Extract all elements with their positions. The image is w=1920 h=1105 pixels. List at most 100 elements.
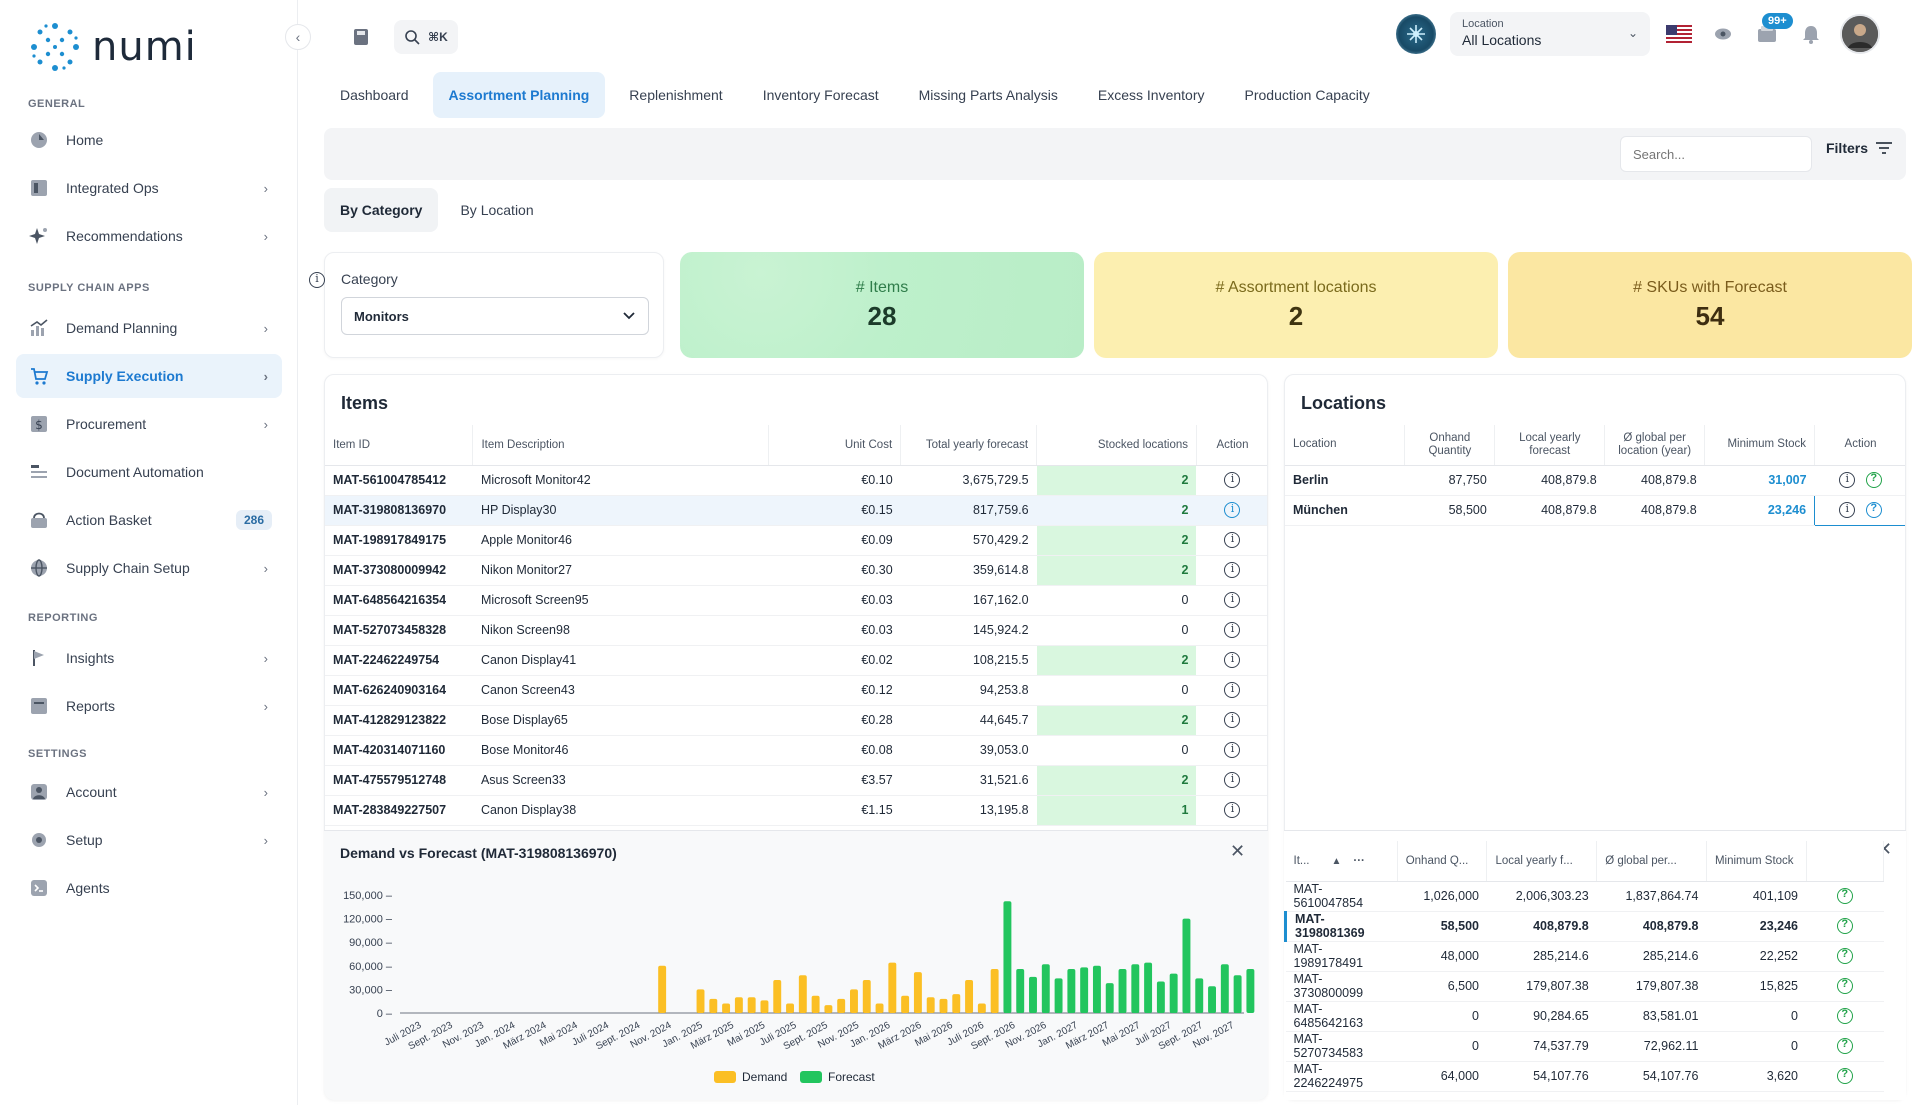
forecast-bar[interactable] [1092,965,1101,1013]
tab-dashboard[interactable]: Dashboard [340,87,409,103]
demand-bar[interactable] [824,1005,833,1013]
location-select[interactable]: Location All Locations ⌄ [1450,12,1650,56]
info-icon[interactable] [1224,472,1241,488]
demand-bar[interactable] [850,989,858,1013]
sidebar-item-action-basket[interactable]: Action Basket 286 [16,498,282,542]
filters-button[interactable]: Filters [1826,140,1892,156]
sidebar-item-supply-chain-setup[interactable]: Supply Chain Setup › [16,546,282,590]
sidebar-item-reports[interactable]: Reports › [16,684,282,728]
table-row[interactable]: MAT-319808136970 HP Display30 €0.15 817,759… [325,495,1267,526]
sidebar-item-document-automation[interactable]: Document Automation [16,450,282,494]
search-input[interactable] [1620,136,1812,172]
table-row[interactable]: MAT-5270734583 0 74,537.79 72,962.11 0 [1285,1031,1884,1062]
close-chart-button[interactable]: ✕ [1230,841,1246,861]
sidebar-item-supply-execution[interactable]: Supply Execution › [16,354,282,398]
demand-bar[interactable] [786,1003,794,1013]
table-row[interactable]: MAT-412829123822 Bose Display65 €0.28 44,64… [325,705,1267,736]
tab-excess-inventory[interactable]: Excess Inventory [1097,87,1205,103]
avatar[interactable] [1840,14,1880,54]
tab-production-capacity[interactable]: Production Capacity [1244,87,1370,103]
sidebar-item-insights[interactable]: Insights › [16,636,282,680]
demand-bar[interactable] [990,968,999,1013]
forecast-bar[interactable] [1016,968,1025,1013]
column-header[interactable]: Item ID [325,425,474,466]
column-header[interactable]: Onhand Q... [1397,841,1488,882]
subtab-by-category[interactable]: By Category [324,188,439,232]
tab-inventory-forecast[interactable]: Inventory Forecast [762,87,879,103]
info-icon[interactable] [1839,472,1856,488]
forecast-bar[interactable] [1054,978,1063,1013]
legend-label[interactable]: Demand [742,1070,787,1084]
info-icon[interactable] [1224,622,1241,638]
forecast-bar[interactable] [1246,968,1255,1013]
forecast-bar[interactable] [1195,978,1204,1013]
table-row[interactable]: MAT-420314071160 Bose Monitor46 €0.08 39,05… [325,735,1267,766]
sidebar-item-recommendations[interactable]: Recommendations › [16,214,282,258]
column-header[interactable]: Action [1196,425,1267,466]
info-icon[interactable] [1224,532,1241,548]
help-icon[interactable] [1836,918,1853,934]
column-header[interactable]: Location [1285,425,1406,466]
legend-label[interactable]: Forecast [828,1070,875,1084]
sidebar-collapse-button[interactable]: ‹ [285,24,311,50]
tab-replenishment[interactable]: Replenishment [629,87,723,103]
demand-bar[interactable] [773,979,782,1013]
table-row[interactable]: Berlin 87,750 408,879.8 408,879.8 31,007 [1285,465,1905,496]
info-icon[interactable] [1224,742,1241,758]
info-icon[interactable] [1224,802,1241,818]
table-row[interactable]: MAT-1989178491 48,000 285,214.6 285,214.6 22… [1285,941,1884,972]
demand-bar[interactable] [837,998,846,1013]
sidebar-item-demand-planning[interactable]: Demand Planning › [16,306,282,350]
demand-bar[interactable] [926,997,935,1013]
forecast-bar[interactable] [1041,964,1050,1013]
language-button[interactable] [1664,19,1694,49]
info-icon[interactable] [1839,502,1856,518]
forecast-bar[interactable] [1233,975,1242,1013]
forecast-bar[interactable] [1080,967,1089,1013]
forecast-bar[interactable] [1169,973,1178,1013]
info-icon[interactable] [1224,502,1241,518]
info-icon[interactable] [1224,652,1241,668]
help-icon[interactable] [1836,888,1853,904]
help-icon[interactable] [1836,1068,1853,1084]
demand-bar[interactable] [913,972,922,1013]
forecast-bar[interactable] [1118,968,1127,1013]
visibility-button[interactable] [1708,19,1738,49]
table-row[interactable]: MAT-561004785412 Microsoft Monitor42 €0.10… [325,465,1267,496]
forecast-bar[interactable] [1220,964,1229,1013]
table-row[interactable]: MAT-283849227507 Canon Display38 €1.15 13,1… [325,795,1267,826]
column-header[interactable]: Minimum Stock [1704,425,1816,466]
column-header[interactable]: Ø global per location (year) [1604,425,1706,466]
info-icon[interactable] [1224,562,1241,578]
demand-bar[interactable] [709,998,718,1013]
info-icon[interactable] [1224,682,1241,698]
demand-bar[interactable] [811,995,820,1013]
help-icon[interactable] [1865,472,1882,488]
command-search-button[interactable]: ⌘K [394,20,458,54]
tab-assortment-planning[interactable]: Assortment Planning [432,72,606,118]
ai-assistant-button[interactable] [1396,14,1436,54]
forecast-bar[interactable] [1029,976,1037,1013]
column-header[interactable]: Local yearly forecast [1494,425,1606,466]
column-header[interactable]: Minimum Stock [1706,841,1807,882]
sort-asc-icon[interactable]: ▲ [1331,855,1342,867]
inbox-button[interactable]: 99+ [1752,13,1793,49]
demand-bar[interactable] [734,997,743,1013]
sidebar-item-account[interactable]: Account › [16,770,282,814]
table-row[interactable]: MAT-373080009942 Nikon Monitor27 €0.30 359,… [325,555,1267,586]
minimum-stock-link[interactable]: 23,246 [1704,495,1815,526]
column-header[interactable]: Action [1814,425,1905,466]
forecast-bar[interactable] [1105,983,1114,1013]
table-row[interactable]: MAT-648564216354 Microsoft Screen95 €0.03 1… [325,585,1267,616]
demand-bar[interactable] [747,997,756,1013]
demand-bar[interactable] [901,995,910,1013]
demand-bar[interactable] [722,1003,731,1013]
bookmark-button[interactable] [346,22,376,52]
help-icon[interactable] [1836,978,1853,994]
sidebar-item-setup[interactable]: Setup › [16,818,282,862]
column-header[interactable]: Local yearly f... [1486,841,1598,882]
forecast-bar[interactable] [1003,901,1012,1013]
help-icon[interactable] [1836,1008,1853,1024]
minimum-stock-link[interactable]: 31,007 [1704,465,1815,496]
table-row[interactable]: MAT-198917849175 Apple Monitor46 €0.09 570,… [325,525,1267,556]
